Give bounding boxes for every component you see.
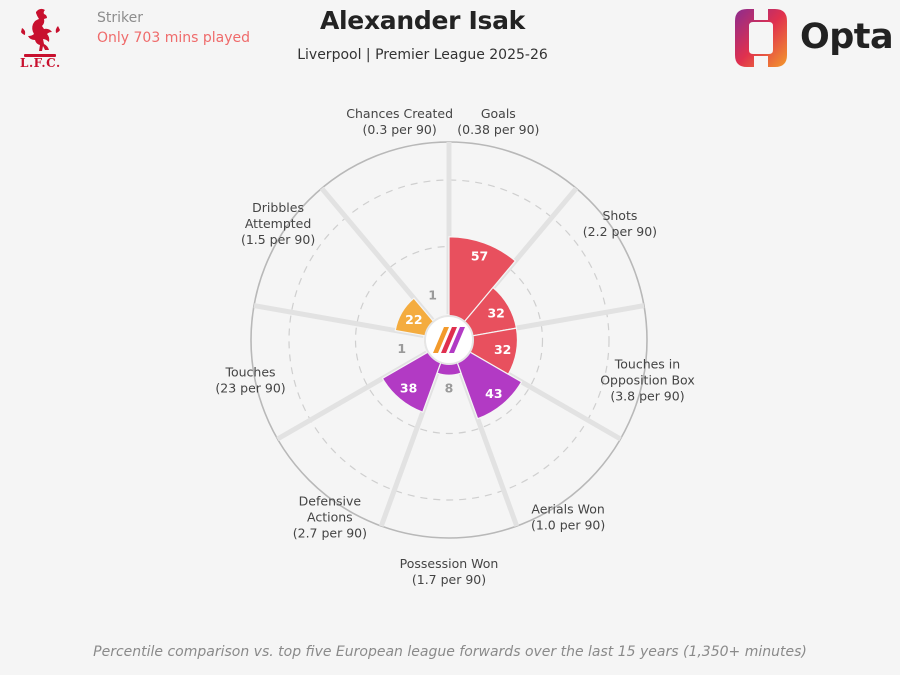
metric-label: Goals (0.38 per 90) <box>457 106 539 137</box>
metric-per90: (3.8 per 90) <box>610 388 684 403</box>
metric-per90: (1.0 per 90) <box>531 518 605 533</box>
opta-logo-icon <box>735 7 787 69</box>
metric-per90: (0.3 per 90) <box>363 122 437 137</box>
page-title: Alexander Isak <box>319 6 526 35</box>
metric-name: Defensive <box>299 494 362 509</box>
metric-label: Dribbles Attempted (1.5 per 90) <box>241 200 315 247</box>
metric-per90: (23 per 90) <box>215 380 285 395</box>
metric-label: Defensive Actions (2.7 per 90) <box>293 494 367 541</box>
player-position: Striker <box>97 10 143 26</box>
metric-name: Aerials Won <box>531 502 604 517</box>
metric-name: Chances Created <box>346 106 453 121</box>
metric-name: Possession Won <box>400 556 499 571</box>
metric-name: Shots <box>602 208 637 223</box>
metric-per90: (1.5 per 90) <box>241 232 315 247</box>
metric-name: Opposition Box <box>600 372 695 387</box>
footnote: Percentile comparison vs. top five Europ… <box>93 644 807 660</box>
metric-label: Possession Won (1.7 per 90) <box>400 556 499 587</box>
page-subtitle: Liverpool | Premier League 2025-26 <box>297 47 548 63</box>
reference-ring <box>354 245 544 435</box>
opta-center-logo-icon <box>433 327 465 353</box>
metric-label: Touches (23 per 90) <box>215 364 285 395</box>
metric-per90: (1.7 per 90) <box>412 572 486 587</box>
metric-per90: (2.7 per 90) <box>293 526 367 541</box>
metric-label: Chances Created (0.3 per 90) <box>346 106 453 137</box>
value-label: 22 <box>405 312 422 327</box>
minutes-note: Only 703 mins played <box>97 30 250 46</box>
value-label: 32 <box>494 342 511 357</box>
metric-name: Touches <box>224 364 275 379</box>
metric-name: Goals <box>481 106 516 121</box>
reference-ring <box>288 179 610 501</box>
metric-per90: (2.2 per 90) <box>583 224 657 239</box>
value-label: 32 <box>487 305 504 320</box>
opta-brand-text: Opta <box>800 17 894 57</box>
metric-name: Touches in <box>614 356 680 371</box>
metric-per90: (0.38 per 90) <box>457 122 539 137</box>
metric-name: Attempted <box>245 216 311 231</box>
value-label: 1 <box>428 287 437 302</box>
metric-name: Dribbles <box>252 200 304 215</box>
crest-text: L.F.C. <box>20 56 61 70</box>
metric-label: Aerials Won (1.0 per 90) <box>531 502 605 533</box>
value-label: 8 <box>445 381 454 396</box>
value-label: 38 <box>400 381 417 396</box>
value-label: 57 <box>471 249 488 264</box>
value-label: 1 <box>397 341 406 356</box>
liverpool-crest-icon <box>21 8 60 57</box>
metric-name: Actions <box>307 510 353 525</box>
value-label: 43 <box>485 386 502 401</box>
metric-label: Touches in Opposition Box (3.8 per 90) <box>600 356 695 403</box>
metric-label: Shots (2.2 per 90) <box>583 208 657 239</box>
